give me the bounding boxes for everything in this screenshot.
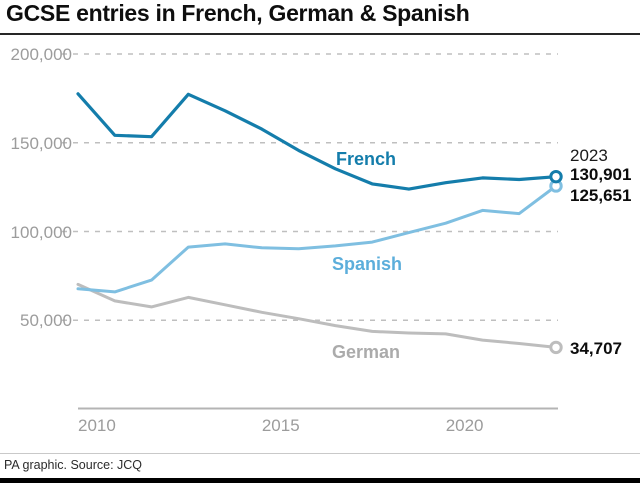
- series-label-german: German: [332, 342, 401, 362]
- line-chart: 200,000 150,000 100,000 50,000 2010 2015 2020…: [10, 45, 632, 435]
- chart-canvas: [62, 53, 563, 410]
- series-label-french: French: [336, 149, 397, 169]
- annotation-german-value: 34,707: [570, 339, 622, 358]
- german-line: [76, 282, 558, 349]
- spanish-line: [76, 184, 558, 294]
- series-label-spanish: Spanish: [332, 254, 403, 274]
- y-axis-tick-label: 100,000: [10, 222, 72, 242]
- french-line: [76, 92, 558, 191]
- y-axis-tick-label: 50,000: [20, 311, 72, 331]
- footer: PA graphic. Source: JCQ: [0, 453, 640, 472]
- annotation-year: 2023: [570, 146, 608, 165]
- annotation-french-value: 130,901: [570, 165, 632, 184]
- bottom-bar: [0, 478, 640, 483]
- x-axis-tick-label: 2010: [78, 416, 116, 435]
- x-axis-tick-label: 2020: [445, 416, 484, 435]
- y-axis-tick-label: 150,000: [10, 133, 72, 153]
- french-end-marker: [549, 169, 563, 184]
- annotation-spanish-value: 125,651: [570, 186, 632, 205]
- german-end-marker: [549, 340, 563, 355]
- x-axis-tick-label: 2015: [261, 416, 300, 435]
- title-divider: [0, 33, 640, 35]
- source-credit: PA graphic. Source: JCQ: [4, 458, 143, 472]
- page-title: GCSE entries in French, German & Spanish: [6, 0, 470, 26]
- y-axis-tick-label: 200,000: [10, 45, 72, 64]
